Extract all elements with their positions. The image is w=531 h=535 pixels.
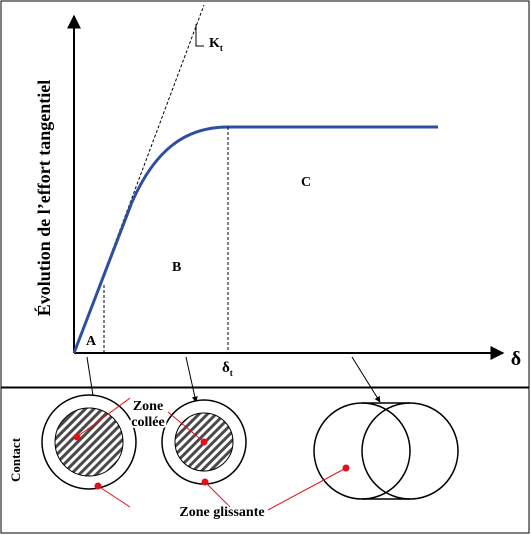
contact-frame <box>0 386 530 534</box>
zone-b-label: B <box>172 260 181 275</box>
contact-a-stick <box>54 407 124 477</box>
contact-label: Contact <box>8 437 23 482</box>
slope-triangle <box>195 24 204 47</box>
stick-leader-b <box>167 411 205 443</box>
stick-leader-b-dot <box>200 438 208 446</box>
svg-text:Zone: Zone <box>133 399 163 414</box>
slip-leader-c-dot <box>342 464 350 472</box>
stick-leader-a <box>76 397 131 438</box>
slip-leader-b-dot <box>201 478 209 486</box>
slip-leader-b <box>204 481 231 508</box>
zone-c-label: C <box>301 175 311 190</box>
stick-zone-label: Zone collée <box>129 397 166 432</box>
svg-text:collée: collée <box>131 415 164 430</box>
slip-leader-a <box>97 485 131 508</box>
arrow-zone-b <box>185 356 198 403</box>
y-axis-label: Évolution de l’effort tangentiel <box>33 80 54 316</box>
stick-leader-a-dot <box>73 433 81 441</box>
slip-leader-a-dot <box>94 482 102 490</box>
slip-zone-label: Zone glissante <box>179 505 264 520</box>
graph-frame <box>0 0 530 389</box>
threshold-label: δt <box>222 360 233 378</box>
slip-leader-c <box>267 467 347 511</box>
arrow-zone-c <box>351 356 381 403</box>
stiffness-label: Kt <box>209 36 223 53</box>
zone-a-label: A <box>86 334 97 349</box>
x-axis-label: δ <box>511 348 521 370</box>
force-curve <box>72 125 438 354</box>
